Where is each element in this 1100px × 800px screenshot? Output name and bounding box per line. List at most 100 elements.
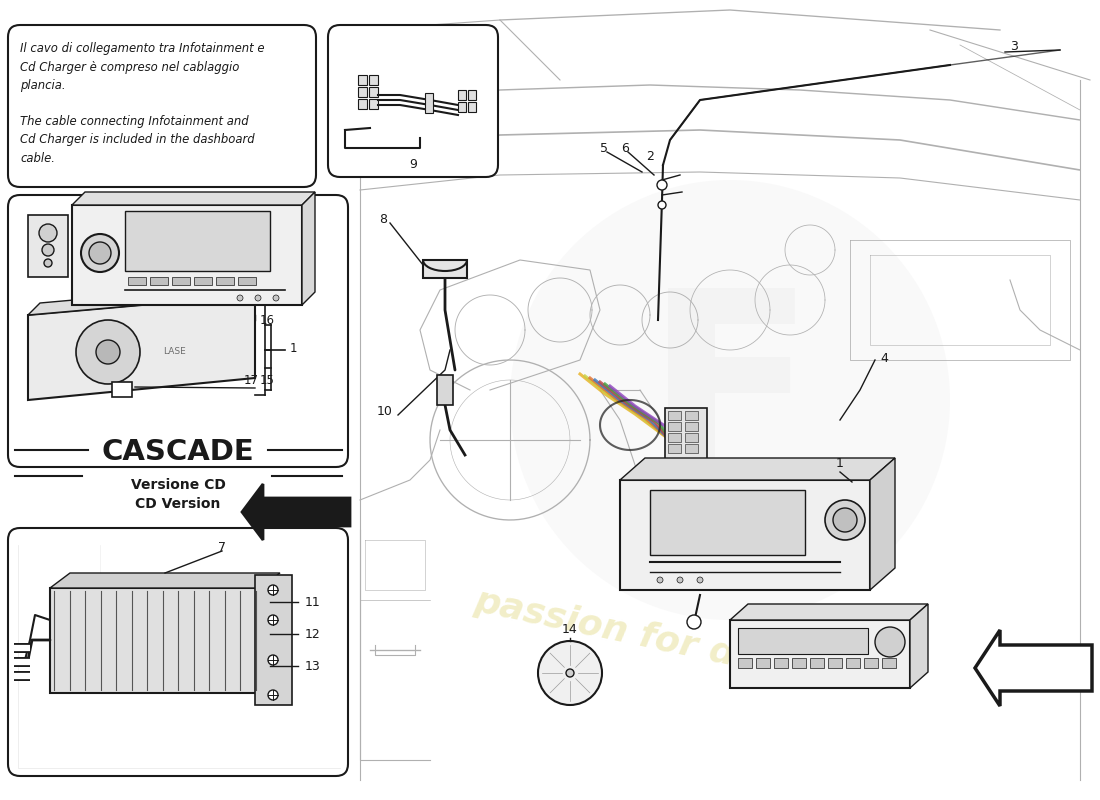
Text: 10: 10 bbox=[377, 405, 393, 418]
Circle shape bbox=[39, 224, 57, 242]
Bar bbox=[194, 277, 212, 285]
Text: 9: 9 bbox=[409, 158, 417, 171]
Polygon shape bbox=[910, 604, 928, 688]
Polygon shape bbox=[730, 604, 928, 620]
Bar bbox=[756, 658, 770, 668]
Bar bbox=[668, 444, 681, 453]
Bar bbox=[730, 620, 910, 688]
Bar bbox=[128, 277, 146, 285]
Text: 13: 13 bbox=[305, 659, 321, 673]
Text: 2: 2 bbox=[646, 150, 653, 163]
Circle shape bbox=[657, 577, 663, 583]
Bar bbox=[112, 382, 132, 397]
Circle shape bbox=[268, 655, 278, 665]
Bar bbox=[685, 444, 698, 453]
Bar bbox=[50, 588, 260, 693]
Circle shape bbox=[42, 244, 54, 256]
Bar bbox=[738, 658, 752, 668]
Bar bbox=[846, 658, 860, 668]
Bar bbox=[458, 102, 466, 112]
Bar bbox=[828, 658, 842, 668]
Bar bbox=[368, 87, 378, 97]
Circle shape bbox=[566, 669, 574, 677]
Polygon shape bbox=[28, 283, 265, 315]
Bar bbox=[685, 433, 698, 442]
Text: 8: 8 bbox=[379, 213, 387, 226]
Text: 7: 7 bbox=[218, 541, 226, 554]
FancyBboxPatch shape bbox=[8, 195, 348, 467]
Text: passion for details: passion for details bbox=[472, 584, 848, 696]
Text: 1: 1 bbox=[290, 342, 297, 354]
Polygon shape bbox=[242, 484, 350, 540]
Bar bbox=[668, 422, 681, 431]
Bar bbox=[368, 75, 378, 85]
Bar bbox=[666, 408, 707, 460]
Polygon shape bbox=[620, 458, 895, 480]
Polygon shape bbox=[50, 573, 280, 588]
Circle shape bbox=[44, 259, 52, 267]
Circle shape bbox=[96, 340, 120, 364]
Circle shape bbox=[89, 242, 111, 264]
Circle shape bbox=[697, 577, 703, 583]
Circle shape bbox=[76, 320, 140, 384]
Bar bbox=[425, 93, 433, 113]
Bar bbox=[620, 480, 870, 590]
Bar bbox=[28, 215, 68, 277]
Circle shape bbox=[236, 295, 243, 301]
Text: The cable connecting Infotainment and
Cd Charger is included in the dashboard
ca: The cable connecting Infotainment and Cd… bbox=[20, 115, 254, 165]
Circle shape bbox=[688, 615, 701, 629]
Text: 1: 1 bbox=[836, 457, 844, 470]
Text: 17: 17 bbox=[244, 374, 258, 386]
Bar bbox=[668, 411, 681, 420]
Bar bbox=[468, 90, 476, 100]
Circle shape bbox=[657, 180, 667, 190]
Text: F: F bbox=[645, 279, 815, 521]
Bar bbox=[358, 99, 367, 109]
Bar bbox=[685, 422, 698, 431]
Circle shape bbox=[825, 500, 865, 540]
Bar bbox=[368, 99, 378, 109]
Circle shape bbox=[273, 295, 279, 301]
Text: Versione CD
CD Version: Versione CD CD Version bbox=[131, 478, 226, 511]
Circle shape bbox=[874, 627, 905, 657]
Text: 16: 16 bbox=[260, 314, 275, 326]
Text: 3: 3 bbox=[1010, 41, 1018, 54]
Circle shape bbox=[833, 508, 857, 532]
Text: 11: 11 bbox=[305, 595, 321, 609]
Bar bbox=[650, 490, 805, 555]
Circle shape bbox=[268, 615, 278, 625]
Bar bbox=[150, 277, 168, 285]
Polygon shape bbox=[72, 192, 315, 205]
Polygon shape bbox=[255, 575, 292, 705]
Bar bbox=[774, 658, 788, 668]
Bar bbox=[685, 411, 698, 420]
Text: Il cavo di collegamento tra Infotainment e
Cd Charger è compreso nel cablaggio
p: Il cavo di collegamento tra Infotainment… bbox=[20, 42, 264, 92]
Bar bbox=[792, 658, 806, 668]
FancyBboxPatch shape bbox=[8, 25, 316, 187]
Circle shape bbox=[268, 690, 278, 700]
Polygon shape bbox=[975, 630, 1092, 706]
FancyBboxPatch shape bbox=[328, 25, 498, 177]
Bar bbox=[738, 628, 868, 654]
Circle shape bbox=[268, 585, 278, 595]
Bar bbox=[72, 205, 302, 305]
Polygon shape bbox=[424, 260, 468, 278]
Bar bbox=[216, 277, 234, 285]
Text: CASCADE: CASCADE bbox=[101, 438, 254, 466]
Text: 12: 12 bbox=[305, 627, 321, 641]
Text: 14: 14 bbox=[562, 623, 578, 636]
Text: 6: 6 bbox=[621, 142, 629, 155]
Bar bbox=[358, 75, 367, 85]
FancyBboxPatch shape bbox=[8, 528, 348, 776]
Bar bbox=[238, 277, 256, 285]
Bar bbox=[810, 658, 824, 668]
Polygon shape bbox=[302, 192, 315, 305]
Text: 4: 4 bbox=[880, 351, 888, 365]
Circle shape bbox=[510, 180, 950, 620]
Text: LASE: LASE bbox=[164, 347, 186, 357]
Circle shape bbox=[255, 295, 261, 301]
Bar bbox=[468, 102, 476, 112]
Bar bbox=[437, 375, 453, 405]
Circle shape bbox=[658, 201, 666, 209]
Polygon shape bbox=[870, 458, 895, 590]
